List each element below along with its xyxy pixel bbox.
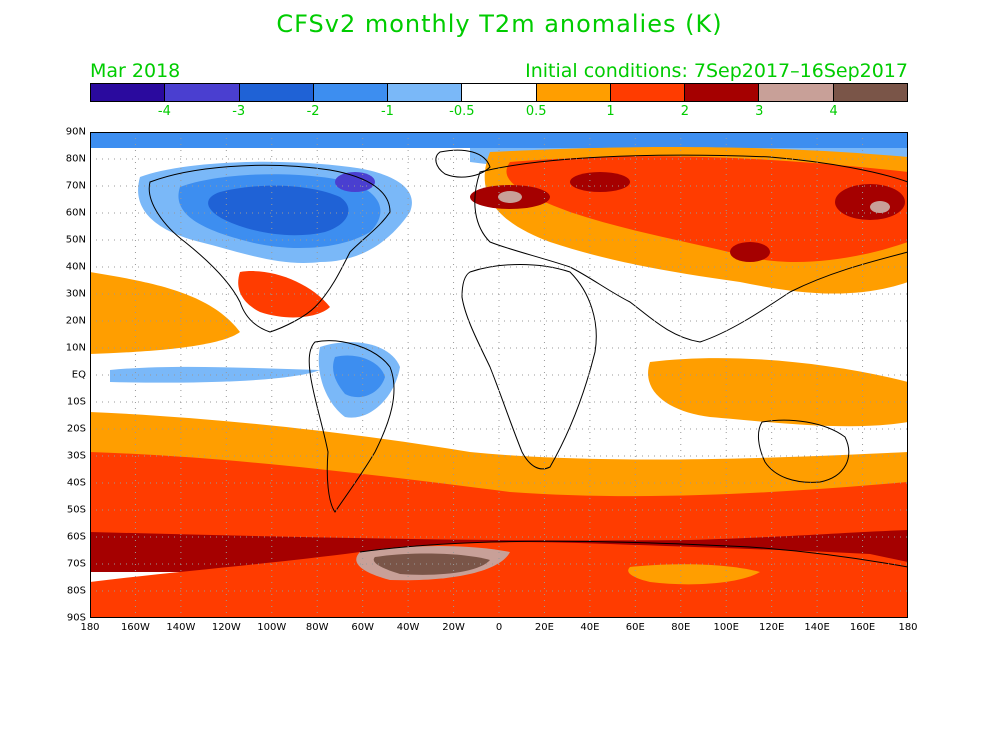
latitude-tick-label: 60S (66, 531, 86, 543)
colorbar-tick-label: -1 (380, 104, 394, 119)
longitude-tick-label: 100W (257, 622, 287, 633)
longitude-tick-label: 80E (671, 622, 691, 633)
colorbar-segment (91, 84, 166, 101)
longitude-tick-label: 20E (534, 622, 554, 633)
north-america-outline (148, 164, 391, 333)
colorbar-segment (536, 84, 611, 101)
africa-outline (461, 264, 597, 470)
baffin-cold-core (335, 172, 375, 192)
latitude-tick-label: 30N (65, 288, 86, 300)
latitude-tick-label: 40N (65, 261, 86, 273)
map-title: CFSv2 monthly T2m anomalies (K) (276, 10, 723, 38)
indian-ocean-warm (648, 358, 908, 427)
latitude-tick-label: 50N (65, 234, 86, 246)
latitude-tick-label: 90N (65, 126, 86, 138)
longitude-tick-label: 20W (442, 622, 465, 633)
map-grid (90, 132, 908, 618)
colorbar-segment (313, 84, 389, 101)
longitude-tick-label: 40E (580, 622, 600, 633)
colorbar-tick-label: -0.5 (449, 104, 475, 119)
colorbar-tick-label: 3 (755, 104, 764, 119)
longitude-tick-label: 160W (120, 622, 150, 633)
longitude-tick-label: 60W (351, 622, 374, 633)
longitude-tick-label: 140W (166, 622, 196, 633)
north-america-very-cold-region (208, 185, 349, 236)
initial-conditions: Initial conditions: 7Sep2017–16Sep2017 (525, 60, 908, 82)
latitude-tick-label: 20N (65, 315, 86, 327)
map-frame (90, 132, 908, 618)
coastlines (148, 149, 908, 568)
longitude-tick-label: 180 (80, 622, 100, 633)
colorbar-tick-label: 2 (680, 104, 690, 119)
antarctica-outline (359, 540, 908, 568)
colorbar-segment (239, 84, 314, 101)
longitude-tick-label: 120W (211, 622, 241, 633)
colorbar (90, 83, 908, 102)
east-pacific-warm (90, 272, 240, 354)
latitude-tick-label: 40S (66, 477, 86, 489)
colorbar-tick-label: 0.5 (525, 104, 547, 119)
colorbar-tick-label: -4 (157, 104, 171, 119)
barents-anomaly (570, 172, 630, 192)
longitude-tick-label: 60E (625, 622, 645, 633)
south-america-outline (308, 340, 395, 513)
longitude-tick-label: 0 (495, 622, 503, 633)
eurasia-outline (474, 154, 908, 343)
amazon-cold (333, 355, 385, 398)
latitude-tick-label: 10S (66, 396, 86, 408)
colorbar-tick-label: -3 (232, 104, 246, 119)
latitude-tick-label: 10N (65, 342, 86, 354)
colorbar-tick-label: 4 (829, 104, 838, 119)
colorbar-tick-label: 1 (606, 104, 615, 119)
colorbar-tick-label: -2 (306, 104, 320, 119)
greenland-outline (435, 149, 491, 178)
colorbar-segment (833, 84, 907, 101)
latitude-tick-label: 70S (66, 558, 86, 570)
latitude-tick-label: 20S (66, 423, 86, 435)
colorbar-segment (388, 84, 463, 101)
longitude-tick-label: 120E (758, 622, 785, 633)
anomaly-map (90, 132, 908, 618)
colorbar-segment (165, 84, 240, 101)
arctic-cold-band (90, 132, 908, 148)
latitude-tick-label: EQ (71, 369, 86, 381)
colorbar-segment (685, 84, 760, 101)
longitude-tick-label: 40W (396, 622, 420, 633)
longitude-tick-label: 160E (849, 622, 876, 633)
colorbar-segment (759, 84, 834, 101)
australia-outline (757, 419, 850, 483)
latitude-tick-label: 70N (65, 180, 86, 192)
equatorial-pacific-cool (110, 366, 320, 383)
latitude-tick-label: 30S (66, 450, 86, 462)
longitude-tick-label: 100E (713, 622, 739, 633)
latitude-tick-label: 90S (66, 612, 86, 624)
longitude-tick-label: 80W (305, 622, 329, 633)
latitude-tick-label: 80N (65, 153, 86, 165)
latitude-tick-label: 80S (66, 585, 86, 597)
us-southeast-warm (238, 271, 330, 318)
colorbar-segment (462, 84, 537, 101)
forecast-month: Mar 2018 (90, 60, 181, 82)
latitude-tick-label: 50S (66, 504, 86, 516)
antarctica-warm (90, 542, 908, 618)
latitude-tick-label: 60N (65, 207, 86, 219)
kamchatka-anomaly (835, 184, 905, 220)
colorbar-segment (610, 84, 686, 101)
southern-ocean-hot-band (90, 452, 908, 552)
longitude-tick-label: 140E (804, 622, 830, 633)
longitude-tick-label: 180 (898, 622, 918, 633)
